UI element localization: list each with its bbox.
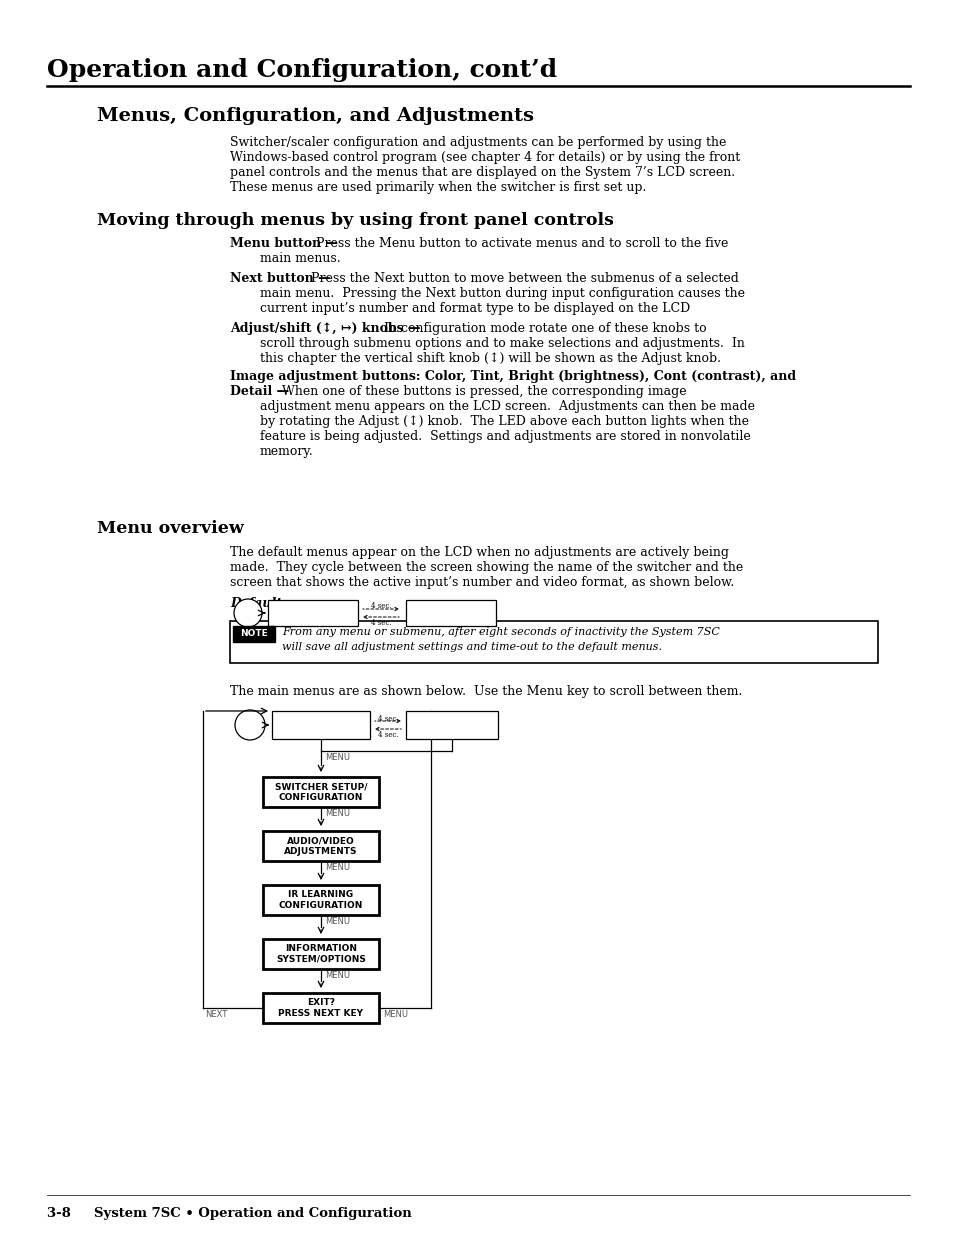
FancyBboxPatch shape [263,885,378,915]
Text: Press the Menu button to activate menus and to scroll to the five: Press the Menu button to activate menus … [312,237,727,249]
Text: screen that shows the active input’s number and video format, as shown below.: screen that shows the active input’s num… [230,576,734,589]
Text: Next button —: Next button — [230,272,330,285]
Text: 3-8     System 7SC • Operation and Configuration: 3-8 System 7SC • Operation and Configura… [47,1207,412,1220]
Text: Adjust/shift (↕, ↦) knobs —: Adjust/shift (↕, ↦) knobs — [230,322,420,335]
Text: INFORMATION
SYSTEM/OPTIONS: INFORMATION SYSTEM/OPTIONS [275,945,366,963]
Text: memory.: memory. [260,445,314,458]
Text: MENU: MENU [325,809,350,818]
Text: main menu.  Pressing the Next button during input configuration causes the: main menu. Pressing the Next button duri… [260,287,744,300]
FancyBboxPatch shape [268,600,357,626]
FancyBboxPatch shape [406,711,497,739]
Text: The main menus are as shown below.  Use the Menu key to scroll between them.: The main menus are as shown below. Use t… [230,685,741,698]
FancyBboxPatch shape [263,831,378,861]
Text: Power
on: Power on [238,716,262,734]
FancyBboxPatch shape [230,621,877,663]
Text: NEXT: NEXT [205,1010,227,1019]
Text: by rotating the Adjust (↕) knob.  The LED above each button lights when the: by rotating the Adjust (↕) knob. The LED… [260,415,748,429]
Text: Menu button —: Menu button — [230,237,337,249]
Circle shape [234,710,265,740]
FancyBboxPatch shape [272,711,370,739]
Text: MENU: MENU [325,918,350,926]
Text: EXIT?
PRESS NEXT KEY: EXIT? PRESS NEXT KEY [278,998,363,1018]
Text: adjustment menu appears on the LCD screen.  Adjustments can then be made: adjustment menu appears on the LCD scree… [260,400,754,412]
Text: AUDIO/VIDEO
ADJUSTMENTS: AUDIO/VIDEO ADJUSTMENTS [284,836,357,856]
Text: Windows-based control program (see chapter 4 for details) or by using the front: Windows-based control program (see chapt… [230,151,740,164]
FancyBboxPatch shape [263,993,378,1023]
Text: Default menus: Default menus [230,597,333,610]
Text: current input’s number and format type to be displayed on the LCD: current input’s number and format type t… [260,303,690,315]
FancyBboxPatch shape [233,626,274,642]
Text: 4 sec.: 4 sec. [371,619,391,627]
Circle shape [233,599,262,627]
Text: IR LEARNING
CONFIGURATION: IR LEARNING CONFIGURATION [278,890,363,909]
Text: MENU: MENU [382,1010,408,1019]
Text: Extron
System 7SC: Extron System 7SC [295,716,346,734]
Text: made.  They cycle between the screen showing the name of the switcher and the: made. They cycle between the screen show… [230,561,742,574]
Text: MENU: MENU [325,971,350,981]
Text: In configuration mode rotate one of these knobs to: In configuration mode rotate one of thes… [375,322,706,335]
Text: Input #3
RGB: Input #3 RGB [434,604,472,621]
Text: SWITCHER SETUP/
CONFIGURATION: SWITCHER SETUP/ CONFIGURATION [274,783,367,802]
Text: 4 sec.: 4 sec. [377,715,398,722]
Text: panel controls and the menus that are displayed on the System 7’s LCD screen.: panel controls and the menus that are di… [230,165,735,179]
Text: Detail —: Detail — [230,385,289,398]
FancyBboxPatch shape [263,939,378,969]
Text: Input #1
VIDEO: Input #1 VIDEO [433,716,471,734]
Text: From any menu or submenu, after eight seconds of inactivity the System 7SC: From any menu or submenu, after eight se… [282,627,720,637]
Text: 4 sec.: 4 sec. [371,601,391,610]
Text: 4 sec.: 4 sec. [377,731,398,739]
Text: These menus are used primarily when the switcher is first set up.: These menus are used primarily when the … [230,182,646,194]
Text: Power
on: Power on [235,604,259,622]
Text: NOTE: NOTE [240,630,268,638]
Text: Menu overview: Menu overview [97,520,244,537]
Text: main menus.: main menus. [260,252,340,266]
Text: scroll through submenu options and to make selections and adjustments.  In: scroll through submenu options and to ma… [260,337,744,350]
Text: will save all adjustment settings and time-out to the default menus.: will save all adjustment settings and ti… [282,642,661,652]
Text: feature is being adjusted.  Settings and adjustments are stored in nonvolatile: feature is being adjusted. Settings and … [260,430,750,443]
Text: Moving through menus by using front panel controls: Moving through menus by using front pane… [97,212,613,228]
Text: Menus, Configuration, and Adjustments: Menus, Configuration, and Adjustments [97,107,534,125]
FancyBboxPatch shape [406,600,496,626]
Text: When one of these buttons is pressed, the corresponding image: When one of these buttons is pressed, th… [274,385,686,398]
Text: Switcher/scaler configuration and adjustments can be performed by using the: Switcher/scaler configuration and adjust… [230,136,725,149]
Text: Image adjustment buttons: Color, Tint, Bright (brightness), Cont (contrast), and: Image adjustment buttons: Color, Tint, B… [230,370,796,383]
Text: Press the Next button to move between the submenus of a selected: Press the Next button to move between th… [307,272,739,285]
FancyBboxPatch shape [263,777,378,806]
Text: MENU: MENU [325,753,350,762]
Text: The default menus appear on the LCD when no adjustments are actively being: The default menus appear on the LCD when… [230,546,728,559]
Text: MENU: MENU [325,863,350,872]
Text: this chapter the vertical shift knob (↕) will be shown as the Adjust knob.: this chapter the vertical shift knob (↕)… [260,352,720,366]
Text: Extron
System 7SC: Extron System 7SC [287,604,338,621]
Text: Operation and Configuration, cont’d: Operation and Configuration, cont’d [47,58,557,82]
